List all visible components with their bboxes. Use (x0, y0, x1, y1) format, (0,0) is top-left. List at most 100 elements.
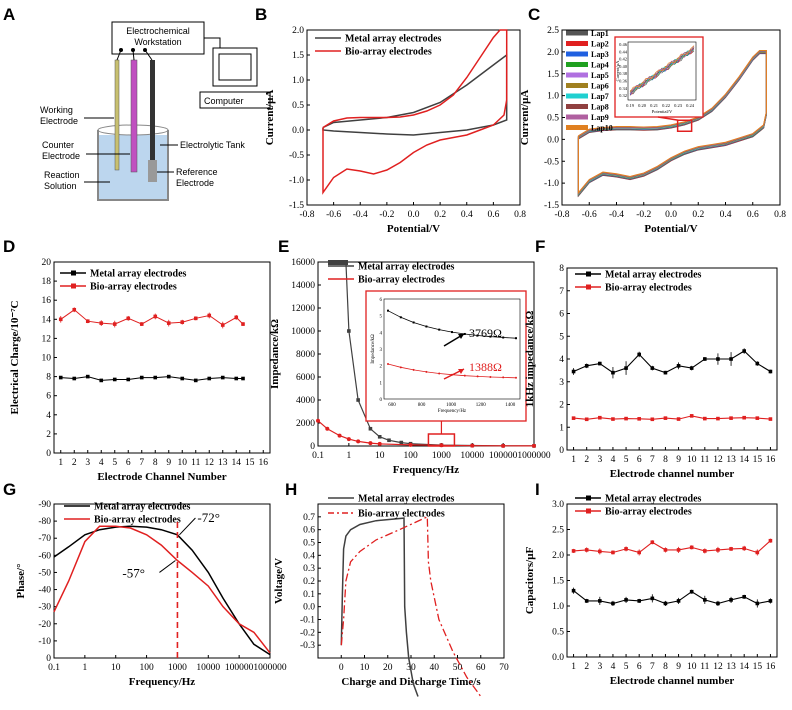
y-tick-label-c: 2.5 (547, 26, 559, 36)
x-tick-label-c: 0.2 (692, 210, 704, 220)
y-tick-label-d: 14 (42, 315, 52, 325)
legend-label: Bio-array electrodes (358, 509, 445, 520)
legend-label: Bio-array electrodes (605, 283, 692, 294)
x-tick-label-b: 0.8 (514, 210, 526, 220)
y-tick-label-e: 6000 (296, 373, 315, 383)
inset-series-e (387, 310, 517, 339)
inset-y-tick-c: 0.46 (619, 42, 628, 47)
legend-label-lap: Lap2 (591, 40, 609, 49)
x-tick-label-i: 6 (637, 662, 642, 672)
legend-marker (586, 508, 591, 514)
legend-label-lap: Lap1 (591, 29, 609, 38)
data-point-f (571, 416, 576, 420)
inset-series-c (629, 47, 695, 94)
x-tick-label-f: 11 (700, 455, 709, 465)
data-point-f (742, 349, 746, 353)
data-point-i (676, 548, 681, 552)
reference-electrode-label-1: Reference (176, 167, 218, 177)
y-tick-label-b: 0.5 (292, 101, 304, 111)
data-point-f (703, 357, 707, 361)
y-tick-label-b: -1.5 (289, 201, 304, 211)
x-tick-label-h: 20 (383, 663, 393, 673)
data-point-i (716, 548, 720, 552)
inset-frame-e (383, 298, 521, 400)
x-tick-label-i: 2 (584, 662, 589, 672)
annot-arrowhead-e2 (458, 369, 464, 374)
inset-x-tick-c: 0.22 (662, 103, 670, 108)
y-tick-label-f: 7 (559, 287, 564, 297)
y-tick-label-e: 12000 (291, 304, 315, 314)
annot-arrowhead-e1 (458, 334, 464, 339)
y-tick-label-g: -90 (38, 500, 51, 510)
data-point-d (166, 321, 171, 325)
data-point-d (153, 375, 158, 380)
data-point-i (571, 549, 576, 553)
panel-label-g: G (3, 480, 16, 499)
wire-1 (116, 49, 122, 61)
x-tick-label-d: 8 (153, 458, 158, 468)
y-tick-label-g: -60 (38, 551, 51, 561)
inset-y-tick-c: 0.42 (619, 57, 627, 62)
x-tick-label-b: 0.2 (434, 210, 446, 220)
y-tick-label-b: 1.0 (292, 76, 304, 86)
legend-swatch-lap (566, 125, 588, 130)
legend-label: Metal array electrodes (358, 494, 455, 505)
counter-electrode (130, 59, 138, 173)
data-point-f (689, 366, 694, 370)
data-point-i (611, 550, 615, 555)
x-tick-label-g: 100 (139, 663, 154, 673)
y-tick-label-d: 20 (42, 258, 52, 268)
y-tick-label-f: 4 (559, 355, 564, 365)
working-electrode-label-1: Working (40, 105, 73, 115)
y-tick-label-g: -50 (38, 568, 51, 578)
x-tick-label-i: 3 (597, 662, 602, 672)
x-tick-label-d: 4 (99, 458, 104, 468)
data-point-f (624, 366, 628, 370)
y-tick-label-g: -80 (38, 517, 51, 527)
data-point-d (207, 313, 212, 318)
legend-swatch-lap (566, 30, 588, 36)
data-point-i (729, 547, 733, 551)
y-tick-label-g: 0 (46, 654, 51, 664)
legend-swatch-lap (566, 41, 588, 46)
inset-point-e (387, 309, 389, 312)
counter-electrode-label-1: Counter (42, 140, 74, 150)
x-tick-label-g: 10 (111, 663, 121, 673)
x-tick-label-f: 10 (687, 455, 697, 465)
data-point-d (166, 374, 171, 379)
y-tick-label-f: 1 (559, 423, 564, 433)
working-electrode-label-2: Electrode (40, 116, 78, 126)
data-point-d (112, 377, 117, 382)
x-tick-label-i: 16 (766, 662, 776, 672)
x-tick-label-d: 3 (85, 458, 90, 468)
y-tick-label-h: 0.0 (303, 603, 315, 613)
series-line (573, 415, 771, 420)
x-tick-label-i: 8 (663, 662, 668, 672)
tank (97, 130, 169, 201)
y-tick-label-e: 16000 (291, 258, 315, 268)
panel-label-f: F (535, 237, 545, 256)
y-tick-label-f: 0 (559, 446, 564, 456)
x-axis-label-e: Frequency/Hz (393, 464, 460, 476)
series-line (573, 540, 771, 554)
x-tick-label-e: 100000 (489, 451, 518, 461)
x-tick-label-i: 14 (739, 662, 749, 672)
x-tick-label-c: 0.8 (774, 210, 786, 220)
x-tick-label-d: 1 (58, 458, 63, 468)
annot-bio-e: 1388Ω (469, 360, 502, 374)
x-tick-label-f: 3 (597, 455, 602, 465)
x-tick-label-b: 0.6 (487, 210, 499, 220)
series-line (573, 350, 771, 374)
data-point-d (85, 374, 90, 379)
inset-x-tick-c: 0.21 (650, 103, 658, 108)
legend-label: Metal array electrodes (94, 502, 191, 513)
data-point-f (624, 416, 628, 421)
x-axis-label-d: Electrode Channel Number (97, 471, 226, 483)
data-point-f (663, 370, 668, 375)
y-tick-label-c: 1.5 (547, 70, 559, 80)
data-point-d (180, 376, 185, 381)
legend-label-lap: Lap8 (591, 103, 609, 112)
reference-tip (148, 160, 157, 182)
data-point-d (193, 316, 198, 321)
x-tick-label-d: 7 (139, 458, 144, 468)
